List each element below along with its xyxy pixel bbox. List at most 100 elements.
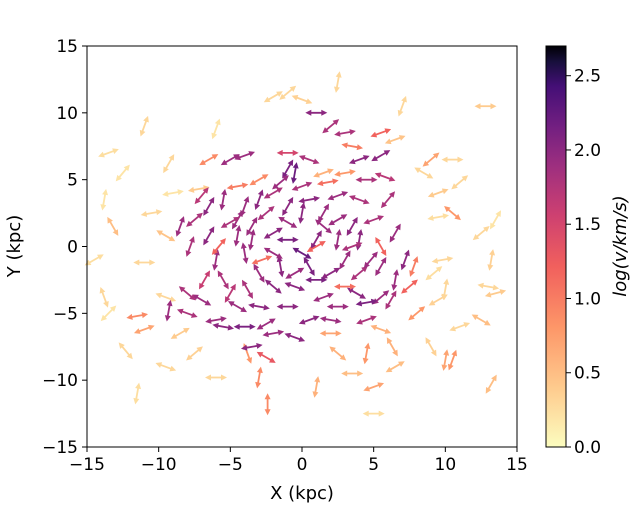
vector-arrow xyxy=(441,349,450,371)
vector-arrow xyxy=(329,346,347,361)
vector-arrow xyxy=(115,164,130,182)
vector-arrow xyxy=(484,289,507,298)
vector-arrow xyxy=(203,226,215,246)
vector-arrow xyxy=(84,254,104,266)
vector-arrow xyxy=(298,195,321,204)
vector-arrow xyxy=(380,191,396,209)
vector-arrow xyxy=(341,370,364,377)
vector-arrow xyxy=(312,376,321,398)
colorbar-tick-label: 0.0 xyxy=(574,438,601,458)
vector-arrow xyxy=(263,227,283,239)
vector-arrow xyxy=(303,256,315,277)
vector-arrow xyxy=(251,255,273,265)
vector-arrow xyxy=(107,216,119,236)
vector-arrow xyxy=(427,213,450,221)
vector-arrow xyxy=(306,241,326,252)
vector-arrow xyxy=(185,236,195,257)
vector-arrow xyxy=(400,249,410,271)
vector-arrow xyxy=(313,292,334,302)
vector-arrow xyxy=(363,382,385,392)
vector-arrow xyxy=(276,149,299,156)
vector-arrow xyxy=(263,91,283,103)
vector-arrow xyxy=(233,224,242,247)
y-axis: −15 −10 −5 0 5 10 15 xyxy=(42,37,87,458)
vector-arrow xyxy=(431,256,454,264)
vector-arrow xyxy=(341,241,363,252)
colorbar-tick-label: 1.5 xyxy=(574,215,601,235)
vector-arrow xyxy=(425,266,443,281)
vector-arrow xyxy=(490,210,501,230)
vector-arrow xyxy=(305,109,328,116)
vector-arrow xyxy=(240,242,249,265)
colorbar-tick-label: 1.0 xyxy=(574,289,601,309)
x-tick-label: 5 xyxy=(368,455,379,475)
vector-arrow xyxy=(156,230,176,242)
vector-arrow xyxy=(278,216,298,228)
vector-arrow xyxy=(246,216,258,236)
vector-arrow xyxy=(264,393,271,416)
vector-arrow xyxy=(409,256,419,277)
vector-arrow xyxy=(220,216,240,228)
y-tick-label: 10 xyxy=(56,104,78,124)
vector-arrow xyxy=(326,303,349,310)
vector-arrow xyxy=(254,189,264,211)
vector-arrow xyxy=(205,374,227,381)
vector-arrow xyxy=(298,315,320,325)
vector-arrow xyxy=(313,168,334,178)
vector-arrow xyxy=(234,151,256,161)
vector-arrow xyxy=(322,119,340,134)
vector-arrow xyxy=(449,322,471,332)
vector-arrow xyxy=(162,189,184,197)
colorbar-tick-label: 0.5 xyxy=(574,364,601,384)
vector-arrow xyxy=(240,342,263,351)
colorbar xyxy=(545,45,567,448)
vector-arrow xyxy=(375,256,387,277)
vector-arrow xyxy=(472,226,490,241)
vector-arrow xyxy=(263,247,283,259)
vector-arrow xyxy=(253,263,265,283)
vector-arrow xyxy=(477,282,500,291)
vector-arrow xyxy=(192,294,212,306)
vector-arrow xyxy=(487,249,496,271)
vector-arrow xyxy=(272,175,289,190)
vector-arrow xyxy=(485,374,497,394)
x-axis: −15 −10 −5 0 5 10 15 xyxy=(69,447,528,475)
vector-arrow xyxy=(98,148,119,158)
vector-arrow xyxy=(133,259,156,266)
vector-arrow xyxy=(384,135,406,145)
vector-arrow xyxy=(397,95,407,117)
y-axis-label: Y (kpc) xyxy=(4,215,25,279)
vector-arrow xyxy=(298,202,306,224)
vector-arrow xyxy=(441,278,450,301)
vector-arrow xyxy=(408,306,426,321)
vector-arrow xyxy=(164,299,173,322)
vector-arrow xyxy=(263,187,283,199)
vector-arrow xyxy=(374,172,396,182)
vector-arrow xyxy=(333,228,342,251)
vector-arrow xyxy=(375,236,387,257)
vector-arrow xyxy=(355,176,378,183)
vector-arrow xyxy=(319,316,342,324)
vector-arrow xyxy=(334,283,356,290)
vector-arrow xyxy=(256,351,276,363)
vector-arrow xyxy=(401,279,418,294)
vector-arrow xyxy=(279,85,297,100)
vector-arrow xyxy=(242,279,253,299)
vector-arrow xyxy=(212,322,235,331)
vector-arrow xyxy=(247,228,256,251)
vector-arrow xyxy=(341,142,364,151)
arrows-layer xyxy=(84,71,507,417)
vector-arrow xyxy=(226,182,249,191)
vector-arrow xyxy=(290,162,299,184)
vector-arrow xyxy=(355,298,378,307)
x-tick-label: 15 xyxy=(506,455,528,475)
x-tick-label: −15 xyxy=(69,455,105,475)
vector-arrow xyxy=(255,366,263,389)
vector-arrow xyxy=(316,178,339,187)
vector-arrow xyxy=(199,270,210,290)
vector-arrow xyxy=(140,209,163,217)
vector-arrow xyxy=(284,332,306,342)
vector-arrow xyxy=(363,251,378,269)
vector-arrow xyxy=(133,324,155,334)
vector-arrow xyxy=(99,286,109,308)
